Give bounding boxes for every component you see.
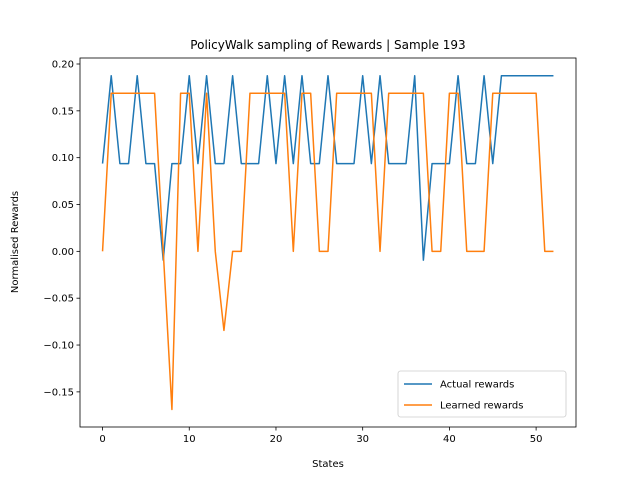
- series-line-1: [101, 74, 554, 261]
- legend-label-1: Actual rewards: [440, 380, 514, 391]
- x-tick-label: 40: [443, 434, 456, 445]
- legend: Actual rewards Learned rewards: [397, 370, 567, 418]
- series-line-2: [101, 92, 554, 411]
- x-tick-label: 30: [356, 434, 369, 445]
- legend-box: [397, 370, 567, 418]
- x-tick-label: 50: [530, 434, 543, 445]
- x-tick-label: 20: [270, 434, 283, 445]
- plot-area: [79, 57, 577, 428]
- axes-frame: [79, 57, 577, 428]
- x-tick-label: 0: [99, 434, 105, 445]
- y-tick-label: −0.05: [43, 294, 74, 305]
- y-tick-label: 0.15: [52, 106, 74, 117]
- y-tick-label: 0.10: [52, 153, 74, 164]
- x-axis-label: States: [312, 459, 344, 470]
- y-tick-label: 0.05: [52, 200, 74, 211]
- y-tick-label: −0.15: [43, 387, 74, 398]
- y-tick-label: −0.10: [43, 341, 74, 352]
- y-tick-label: 0.20: [52, 59, 74, 70]
- axis-ticks: 0 10 20 30 40 50 −0.15 −0.10 −0.05 0.00 0.05 0.10 0.…: [43, 59, 542, 445]
- y-tick-label: 0.00: [52, 247, 74, 258]
- y-axis-label: Normalised Rewards: [10, 191, 21, 293]
- chart-title: PolicyWalk sampling of Rewards | Sample …: [190, 38, 465, 52]
- x-tick-label: 10: [183, 434, 196, 445]
- legend-label-2: Learned rewards: [440, 401, 523, 412]
